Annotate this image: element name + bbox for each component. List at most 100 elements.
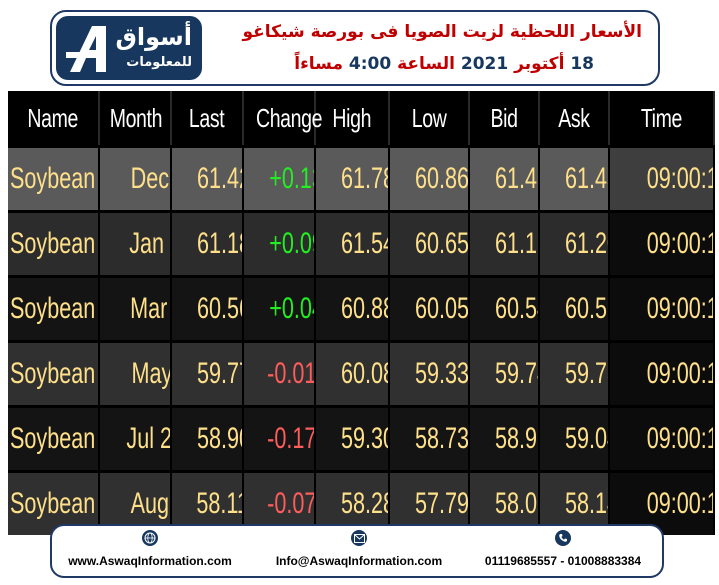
cell-high: 60.88 — [315, 275, 390, 342]
globe-icon — [142, 530, 158, 546]
cell-name: Soybean Oil — [8, 405, 100, 472]
cell-name: Soybean Oil — [8, 340, 100, 407]
cell-low: 60.65 — [389, 210, 470, 277]
cell-bid: 58.99 — [469, 405, 540, 472]
column-header-label: Change — [256, 102, 323, 133]
logo-a-icon — [66, 26, 106, 72]
table-header-row: Name Month Last Change High Low Bid Ask Time — [8, 91, 715, 147]
phone-icon — [555, 530, 571, 546]
cell-high: 60.08 — [315, 340, 390, 407]
table-row: Soybean Oil May 22 59.77 -0.01 60.08 59.33 59.… — [8, 340, 715, 407]
cell-value-last: 61.42 — [197, 162, 241, 195]
cell-time: 09:00:10 — [609, 145, 715, 212]
cell-change: -0.01 — [243, 340, 316, 407]
prices-table: Name Month Last Change High Low Bid Ask Time Soy… — [8, 91, 715, 535]
cell-bid: 59.74 — [469, 340, 540, 407]
logo-text-sub: للمعلومات — [126, 55, 192, 70]
cell-value-time: 09:00:10 — [646, 292, 712, 325]
date-month: أكتوبر — [514, 54, 565, 74]
prices-table-container: Name Month Last Change High Low Bid Ask Time Soy… — [8, 91, 715, 535]
column-header-label: Low — [411, 102, 447, 133]
column-header-high: High — [315, 91, 390, 147]
cell-value-last: 58.11 — [196, 487, 241, 520]
cell-change: +0.13 — [243, 145, 316, 212]
cell-value-high: 61.54 — [341, 227, 387, 260]
footer-phones: 01119685557 - 01008883384 — [470, 530, 656, 568]
column-header-label: Name — [27, 102, 79, 133]
cell-low: 60.86 — [389, 145, 470, 212]
email-link[interactable]: Info@AswaqInformation.com — [275, 554, 443, 568]
contact-footer: www.AswaqInformation.com Info@AswaqInfor… — [50, 524, 664, 578]
cell-name: Soybean Oil — [8, 210, 100, 277]
cell-value-last: 60.56 — [197, 292, 241, 325]
cell-value-change: +0.13 — [269, 162, 313, 195]
page-subtitle-datetime: 18 أكتوبر 2021 الساعة 4:00 مساءاً — [294, 54, 594, 74]
cell-value-bid: 58.99 — [495, 422, 538, 455]
date-year: 2021 — [460, 54, 509, 74]
column-header-label: High — [332, 102, 372, 133]
cell-value-name: Soybean Oil — [10, 422, 97, 455]
cell-value-low: 60.86 — [415, 162, 469, 195]
cell-ask: 59.04 — [539, 405, 610, 472]
cell-value-ask: 60.57 — [565, 292, 608, 325]
cell-value-high: 61.78 — [341, 162, 387, 195]
cell-value-month: May 22 — [131, 357, 171, 390]
header-banner: أسواق للمعلومات الأسعار اللحظية لزيت الص… — [50, 10, 660, 86]
cell-value-change: +0.09 — [269, 227, 313, 260]
cell-name: Soybean Oil — [8, 145, 100, 212]
cell-high: 61.54 — [315, 210, 390, 277]
cell-value-time: 09:00:10 — [646, 162, 712, 195]
table-row: Soybean Oil Dec 21 61.42 +0.13 61.78 60.86 61.… — [8, 145, 715, 212]
cell-value-month: Mar 22 — [130, 292, 169, 325]
column-header-ask: Ask — [539, 91, 610, 147]
cell-value-last: 58.90 — [197, 422, 241, 455]
page-title: الأسعار اللحظية لزيت الصويا فى بورصة شيك… — [242, 22, 642, 42]
cell-value-month: Jan 22 — [129, 227, 169, 260]
cell-last: 61.42 — [171, 145, 244, 212]
cell-value-ask: 59.04 — [565, 422, 608, 455]
phone-numbers: 01119685557 - 01008883384 — [484, 554, 642, 568]
cell-value-low: 60.65 — [415, 227, 469, 260]
cell-value-bid: 59.74 — [495, 357, 538, 390]
column-header-month: Month — [99, 91, 172, 147]
cell-change: +0.04 — [243, 275, 316, 342]
cell-low: 58.73 — [389, 405, 470, 472]
cell-value-name: Soybean Oil — [10, 487, 97, 520]
cell-value-bid: 61.41 — [495, 162, 538, 195]
cell-ask: 61.20 — [539, 210, 610, 277]
column-header-time: Time — [609, 91, 715, 147]
column-header-bid: Bid — [469, 91, 540, 147]
cell-value-high: 60.88 — [341, 292, 387, 325]
cell-value-name: Soybean Oil — [10, 357, 97, 390]
logo: أسواق للمعلومات — [56, 16, 202, 80]
cell-value-high: 58.28 — [341, 487, 387, 520]
cell-value-change: +0.04 — [269, 292, 313, 325]
cell-month: May 22 — [99, 340, 172, 407]
cell-ask: 59.78 — [539, 340, 610, 407]
table-row: Soybean Oil Jul 22 58.90 -0.17 59.30 58.73 58.… — [8, 405, 715, 472]
cell-value-high: 60.08 — [341, 357, 387, 390]
cell-value-month: Aug 22 — [130, 487, 170, 520]
logo-text-main: أسواق — [115, 23, 192, 51]
cell-value-low: 59.33 — [415, 357, 469, 390]
column-header-label: Time — [640, 102, 683, 133]
envelope-icon — [351, 530, 367, 546]
cell-month: Mar 22 — [99, 275, 172, 342]
cell-value-bid: 61.17 — [495, 227, 538, 260]
cell-value-bid: 60.54 — [495, 292, 538, 325]
cell-ask: 61.43 — [539, 145, 610, 212]
cell-value-bid: 58.09 — [495, 487, 538, 520]
column-header-change: Change — [243, 91, 322, 147]
website-link[interactable]: www.AswaqInformation.com — [68, 554, 232, 568]
cell-value-month: Dec 21 — [130, 162, 170, 195]
cell-change: -0.17 — [243, 405, 316, 472]
cell-value-name: Soybean Oil — [10, 162, 97, 195]
cell-value-change: -0.17 — [267, 422, 315, 455]
cell-value-time: 09:00:10 — [646, 357, 712, 390]
cell-value-time: 09:00:10 — [646, 227, 712, 260]
cell-value-ask: 61.43 — [565, 162, 608, 195]
table-row: Soybean Oil Mar 22 60.56 +0.04 60.88 60.05 60.… — [8, 275, 715, 342]
cell-month: Dec 21 — [99, 145, 172, 212]
cell-value-last: 61.18 — [197, 227, 241, 260]
cell-value-month: Jul 22 — [126, 422, 171, 455]
